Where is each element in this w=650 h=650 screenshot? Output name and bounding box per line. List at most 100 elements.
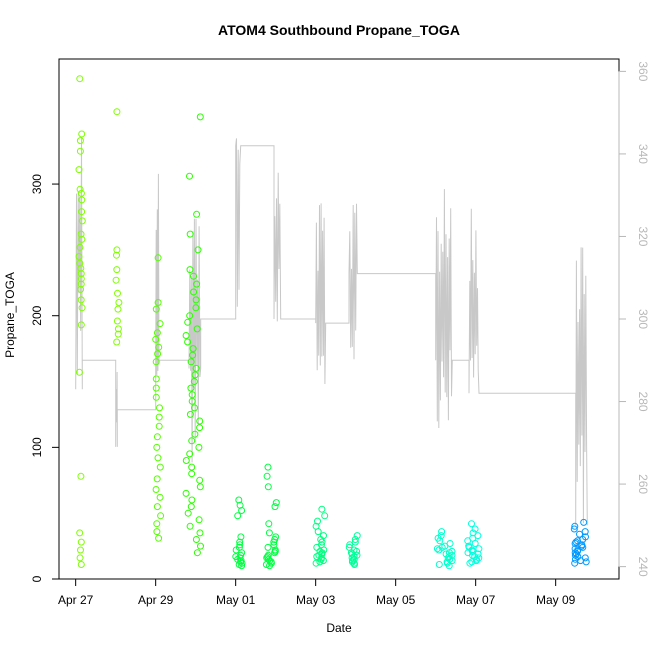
data-point bbox=[77, 472, 85, 480]
y2-tick-label: 280 bbox=[636, 392, 650, 412]
data-point bbox=[114, 289, 121, 297]
data-point bbox=[196, 483, 204, 491]
point-cluster bbox=[312, 505, 329, 567]
data-point bbox=[186, 172, 193, 180]
y2-axis: 240 260 280 300 320 340 360 bbox=[618, 61, 650, 577]
data-point bbox=[194, 246, 202, 254]
data-point bbox=[186, 266, 194, 274]
data-point bbox=[154, 299, 162, 306]
data-point bbox=[113, 246, 121, 254]
data-point bbox=[78, 130, 86, 138]
data-point bbox=[77, 189, 85, 197]
data-point bbox=[196, 424, 204, 432]
x-tick-label: May 03 bbox=[296, 593, 336, 607]
x-tick-label: Apr 27 bbox=[58, 593, 94, 607]
data-point bbox=[471, 540, 479, 547]
data-point bbox=[466, 559, 474, 567]
data-point bbox=[188, 463, 196, 471]
data-point bbox=[351, 538, 359, 546]
data-point bbox=[153, 475, 161, 483]
data-point bbox=[153, 329, 161, 337]
y-axis: 0 100 200 300 bbox=[30, 174, 60, 582]
data-point bbox=[570, 525, 578, 533]
data-point bbox=[188, 470, 196, 478]
point-cluster bbox=[75, 75, 86, 568]
data-point bbox=[153, 503, 161, 511]
data-point bbox=[579, 536, 587, 543]
data-point bbox=[75, 166, 83, 174]
data-point bbox=[76, 75, 84, 83]
data-point bbox=[78, 196, 86, 204]
data-point bbox=[155, 413, 163, 421]
data-point bbox=[155, 422, 163, 430]
data-point bbox=[266, 562, 273, 570]
point-cluster bbox=[570, 518, 590, 567]
data-point bbox=[112, 276, 120, 284]
data-point bbox=[578, 542, 586, 550]
data-point bbox=[188, 391, 196, 399]
y2-tick-label: 340 bbox=[636, 144, 650, 164]
data-point bbox=[191, 430, 199, 438]
data-point bbox=[78, 208, 86, 216]
y-tick-label: 0 bbox=[30, 575, 44, 582]
data-point bbox=[77, 561, 85, 568]
data-point bbox=[115, 299, 123, 306]
data-point bbox=[190, 378, 198, 385]
data-point bbox=[576, 530, 583, 538]
data-point bbox=[193, 280, 201, 288]
data-point bbox=[114, 305, 122, 313]
data-point bbox=[152, 335, 160, 343]
data-point bbox=[184, 318, 192, 326]
data-point bbox=[192, 364, 200, 372]
point-cluster bbox=[345, 532, 361, 568]
data-point bbox=[152, 305, 160, 313]
data-point bbox=[468, 520, 475, 528]
data-point bbox=[571, 559, 579, 567]
y2-tick-label: 260 bbox=[636, 474, 650, 494]
data-point bbox=[77, 321, 85, 329]
data-point bbox=[193, 325, 201, 333]
y-tick-label: 200 bbox=[30, 305, 44, 325]
data-point bbox=[196, 476, 204, 484]
chart-title: ATOM4 Southbound Propane_TOGA bbox=[218, 22, 460, 38]
data-point bbox=[270, 541, 278, 549]
data-point bbox=[77, 546, 84, 554]
data-point bbox=[471, 525, 479, 533]
data-point bbox=[192, 304, 200, 312]
data-point bbox=[190, 288, 198, 296]
x-tick-label: May 07 bbox=[456, 593, 496, 607]
data-point bbox=[472, 557, 480, 565]
data-point bbox=[114, 325, 122, 333]
data-point bbox=[318, 505, 326, 513]
data-point bbox=[571, 522, 579, 530]
data-point bbox=[196, 417, 204, 425]
data-point bbox=[76, 185, 84, 193]
data-point bbox=[433, 545, 441, 553]
point-cluster bbox=[433, 528, 456, 570]
data-point bbox=[152, 486, 160, 493]
data-point bbox=[113, 338, 121, 346]
data-point bbox=[77, 538, 85, 546]
data-point bbox=[77, 280, 85, 288]
data-point bbox=[314, 528, 322, 536]
data-point bbox=[78, 304, 86, 312]
point-cluster bbox=[262, 463, 280, 570]
x-axis: Apr 27 Apr 29 May 01 May 03 May 05 May 07 May … bbox=[58, 578, 576, 607]
data-point bbox=[464, 537, 472, 545]
data-point bbox=[186, 450, 194, 458]
data-point bbox=[189, 345, 197, 353]
data-point bbox=[353, 532, 361, 540]
data-point bbox=[234, 512, 242, 520]
data-point bbox=[154, 350, 162, 358]
data-point bbox=[572, 538, 580, 546]
data-point bbox=[271, 549, 279, 557]
data-point bbox=[156, 320, 164, 328]
data-point bbox=[238, 507, 246, 514]
data-point bbox=[445, 562, 453, 570]
data-point bbox=[238, 562, 246, 570]
data-point bbox=[77, 270, 85, 278]
data-point bbox=[318, 538, 326, 546]
data-point bbox=[154, 254, 162, 262]
data-point bbox=[186, 230, 194, 238]
data-point bbox=[113, 317, 121, 325]
